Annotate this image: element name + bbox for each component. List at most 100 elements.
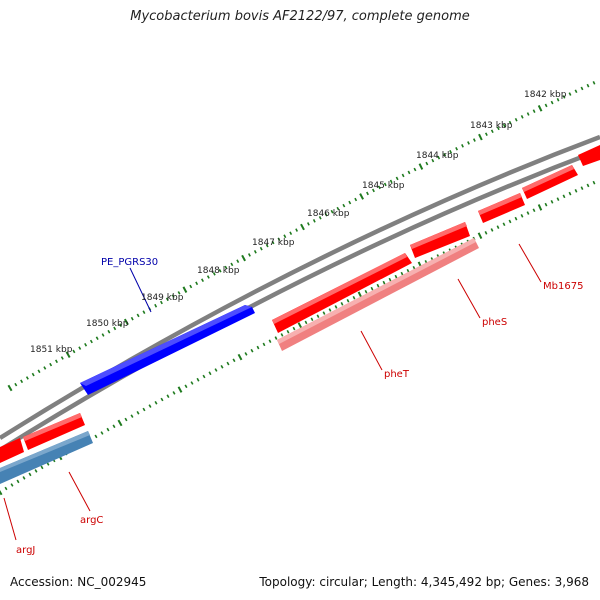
- inner-scale-tick: [376, 283, 380, 288]
- outer-scale-tick: [55, 359, 58, 364]
- outer-scale-tick: [484, 132, 488, 136]
- inner-scale-tick: [16, 479, 20, 484]
- inner-scale-tick: [244, 352, 248, 356]
- inner-scale-tick: [148, 404, 152, 408]
- outer-scale-tick: [236, 259, 240, 263]
- outer-scale-tick: [574, 89, 578, 94]
- outer-scale-tick: [300, 223, 305, 231]
- inner-scale-tick: [94, 434, 98, 439]
- outer-scale-tick: [189, 284, 193, 289]
- outer-scale-tick: [502, 123, 506, 128]
- outer-scale-tick: [383, 182, 387, 187]
- outer-scale-tick: [568, 92, 572, 96]
- inner-scale-tick: [526, 211, 530, 215]
- outer-scale-tick: [159, 300, 163, 305]
- scale-label-1848: 1848 kbp: [197, 266, 240, 276]
- outer-scale-ticks: [7, 81, 596, 392]
- scale-label-1850: 1850 kbp: [86, 319, 129, 329]
- outer-scale-tick: [277, 237, 281, 242]
- outer-scale-tick: [443, 152, 447, 157]
- outer-scale-tick: [449, 149, 453, 154]
- outer-scale-tick: [514, 117, 518, 122]
- inner-scale-tick: [574, 189, 578, 193]
- inner-scale-tick: [388, 277, 392, 282]
- inner-scale-tick: [316, 314, 320, 318]
- label-argJ: argJ: [16, 545, 35, 556]
- outer-scale-tick: [25, 376, 29, 380]
- inner-scale-tick: [556, 197, 560, 201]
- outer-scale-tick: [130, 316, 134, 321]
- outer-scale-tick: [478, 133, 483, 141]
- inner-scale-tick: [514, 216, 518, 221]
- outer-scale-tick: [562, 95, 566, 99]
- inner-scale-tick: [477, 232, 483, 240]
- outer-scale-tick: [119, 323, 123, 327]
- gene-left-1[interactable]: [0, 438, 24, 463]
- outer-scale-tick: [78, 346, 82, 350]
- genome-backbone-inner: [0, 147, 600, 452]
- gene-pheT[interactable]: [272, 253, 412, 333]
- inner-scale-tick: [4, 486, 8, 491]
- outer-scale-tick: [348, 200, 352, 205]
- outer-scale-tick: [496, 126, 500, 131]
- inner-scale-tick: [154, 401, 158, 405]
- outer-scale-tick: [31, 372, 35, 377]
- outer-scale-tick: [550, 100, 554, 105]
- outer-scale-tick: [295, 228, 299, 232]
- outer-scale-tick: [142, 310, 146, 314]
- gene-right-edge[interactable]: [578, 145, 600, 166]
- outer-scale-tick: [247, 253, 251, 257]
- outer-scale-tick: [89, 339, 93, 344]
- outer-scale-tick: [425, 161, 429, 166]
- inner-scale-tick: [520, 214, 524, 218]
- inner-scale-tick: [406, 268, 410, 273]
- outer-scale-tick: [212, 272, 216, 276]
- inner-scale-tick: [184, 384, 188, 389]
- scale-label-1844: 1844 kbp: [416, 151, 459, 161]
- inner-scale-tick: [400, 271, 404, 276]
- inner-scale-tick: [490, 228, 494, 232]
- scale-label-1849: 1849 kbp: [141, 293, 184, 303]
- inner-scale-tick: [190, 381, 194, 385]
- outer-scale-tick: [318, 216, 322, 220]
- inner-scale-tick: [562, 194, 566, 199]
- outer-scale-tick: [177, 291, 181, 295]
- outer-scale-tick: [123, 318, 129, 326]
- outer-scale-tick: [265, 243, 269, 248]
- gene-pe-pgrs30[interactable]: [80, 305, 255, 395]
- inner-scale-tick: [328, 308, 332, 312]
- inner-scale-tick: [334, 305, 338, 309]
- inner-scale-tick: [274, 336, 278, 340]
- gene-pe-pgrs30-highlight: [80, 305, 252, 386]
- label-argC: argC: [80, 515, 103, 526]
- inner-scale-tick: [286, 329, 290, 334]
- inner-scale-tick: [202, 374, 206, 379]
- outer-scale-tick: [580, 86, 584, 91]
- page-title: Mycobacterium bovis AF2122/97, complete …: [130, 9, 470, 24]
- accession-text: Accession: NC_002945: [10, 575, 147, 589]
- inner-scale-tick: [177, 386, 183, 393]
- outer-scale-tick: [377, 185, 381, 190]
- outer-scale-tick: [224, 265, 228, 270]
- outer-scale-tick: [84, 343, 88, 347]
- inner-scale-tick: [544, 202, 548, 207]
- inner-scale-tick: [340, 302, 344, 306]
- outer-scale-tick: [289, 231, 293, 235]
- outer-scale-tick: [312, 219, 316, 223]
- outer-scale-tick: [526, 112, 530, 116]
- gene-argJ[interactable]: [0, 431, 93, 484]
- inner-scale-tick: [237, 353, 243, 361]
- outer-scale-tick: [418, 163, 424, 170]
- inner-scale-tick: [322, 311, 326, 315]
- outer-scale-tick: [467, 141, 470, 145]
- inner-scale-tick: [382, 280, 386, 285]
- outer-scale-tick: [218, 268, 222, 273]
- outer-scale-tick: [389, 179, 393, 184]
- inner-scale-tick: [297, 322, 303, 329]
- gene-label-lines: [3, 243, 542, 541]
- outer-scale-tick: [395, 176, 399, 181]
- outer-scale-tick: [472, 138, 476, 142]
- inner-scale-tick: [412, 265, 416, 270]
- inner-scale-tick: [130, 414, 134, 418]
- inner-scale-tick: [117, 419, 123, 427]
